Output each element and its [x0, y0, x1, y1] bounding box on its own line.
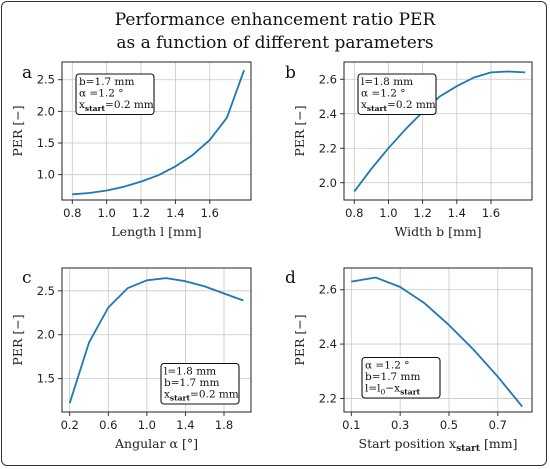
- y-tick-label: 1.5: [37, 372, 55, 386]
- figure-title-line2: as a function of different parameters: [116, 33, 433, 53]
- panel-d: 0.1 0.3 0.5 0.7 2.2 2.4 2.6 Start position xsta…: [285, 267, 533, 454]
- y-axis-label: PER [−]: [10, 314, 25, 365]
- series-line: [68, 277, 244, 404]
- panel-letter: d: [285, 268, 296, 288]
- y-tick-label: 2.5: [37, 284, 55, 298]
- x-tick-label: 1.4: [166, 206, 184, 220]
- y-tick-label: 2.0: [319, 176, 337, 190]
- x-axis-label: Start position xstart​ [mm]: [359, 436, 518, 454]
- x-tick-label: 1.2: [413, 206, 431, 220]
- annotation-line: l=1.8 mm: [164, 366, 216, 378]
- y-tick-label: 2.5: [37, 73, 55, 87]
- x-axis-label: Width b [mm]: [394, 224, 481, 239]
- x-tick-label: 1.0: [98, 206, 116, 220]
- y-tick-label: 2.0: [37, 104, 55, 118]
- panel-letter: a: [22, 63, 32, 83]
- x-tick-label: 1.4: [448, 206, 466, 220]
- y-tick-label: 1.5: [37, 136, 55, 150]
- x-tick-label: 0.5: [440, 418, 458, 432]
- y-tick-label: 2.2: [319, 391, 337, 405]
- y-axis-label: PER [−]: [10, 105, 25, 156]
- annotation-line: b=1.7 mm: [365, 371, 421, 383]
- y-tick-label: 2.6: [319, 72, 337, 86]
- x-tick-label: 1.4: [176, 418, 194, 432]
- x-tick-label: 1.0: [138, 418, 156, 432]
- figure-title-line1: Performance enhancement ratio PER: [115, 10, 437, 30]
- x-tick-label: 1.6: [201, 206, 219, 220]
- axes-frame: [61, 61, 252, 201]
- x-tick-label: 0.7: [489, 418, 507, 432]
- annotation-box: [75, 73, 155, 116]
- panel-letter: c: [22, 268, 32, 288]
- annotation-line: b=1.7 mm: [79, 76, 135, 88]
- y-tick-label: 1.0: [37, 168, 55, 182]
- x-tick-label: 1.2: [132, 206, 150, 220]
- series-line: [72, 69, 245, 196]
- x-tick-label: 1.8: [215, 418, 233, 432]
- y-axis-label: PER [−]: [292, 314, 307, 365]
- axes-frame: [61, 267, 252, 413]
- annotation-line: xstart​=0.2 mm: [164, 389, 239, 403]
- annotation-line: l=l0​−xstart​: [365, 383, 421, 397]
- x-axis-label: Length l [mm]: [111, 224, 201, 239]
- series-line: [353, 70, 526, 192]
- x-axis-label: Angular α [°]: [114, 436, 198, 451]
- annotation-line: l=1.8 mm: [361, 76, 413, 88]
- y-tick-label: 2.4: [319, 337, 337, 351]
- series-line: [351, 276, 523, 408]
- x-tick-label: 0.8: [63, 206, 81, 220]
- x-tick-label: 1.6: [482, 206, 500, 220]
- x-tick-label: 0.1: [342, 418, 360, 432]
- annotation-line: α =1.2 °: [361, 88, 406, 100]
- y-tick-label: 2.4: [319, 107, 337, 121]
- x-tick-label: 0.8: [345, 206, 363, 220]
- annotation-line: xstart​=0.2 mm: [79, 99, 154, 113]
- x-tick-label: 1.0: [379, 206, 397, 220]
- axes-frame: [343, 267, 533, 413]
- y-axis-label: PER [−]: [292, 105, 307, 156]
- y-tick-label: 2.2: [319, 141, 337, 155]
- panel-letter: b: [285, 63, 296, 83]
- annotation-line: xstart​=0.2 mm: [361, 99, 436, 113]
- x-tick-label: 0.6: [99, 418, 117, 432]
- annotation-line: α =1.2 °: [365, 360, 410, 372]
- panel-c: 0.2 0.6 1.0 1.4 1.8 1.5 2.0 2.5 Angular α [°] PER…: [10, 267, 252, 451]
- y-tick-label: 2.6: [319, 283, 337, 297]
- annotation-box: [160, 362, 240, 405]
- annotation-box: [357, 73, 437, 116]
- x-tick-label: 0.2: [61, 418, 79, 432]
- panel-a: 0.8 1.0 1.2 1.4 1.6 1.0 1.5 2.0 2.5 Length l [mm]…: [10, 61, 252, 239]
- annotation-line: α =1.2 °: [79, 88, 124, 100]
- y-tick-label: 2.0: [37, 328, 55, 342]
- panel-b: 0.8 1.0 1.2 1.4 1.6 2.0 2.2 2.4 2.6 Width b [mm] P…: [285, 61, 533, 239]
- annotation-line: b=1.7 mm: [164, 377, 220, 389]
- x-tick-label: 0.3: [391, 418, 409, 432]
- axes-frame: [343, 61, 533, 201]
- annotation-box: [361, 356, 441, 399]
